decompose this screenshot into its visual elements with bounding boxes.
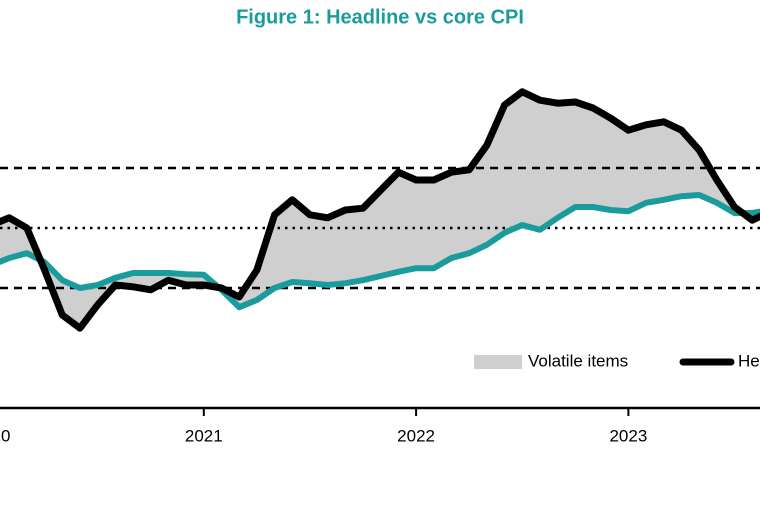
legend-label: Volatile items: [528, 351, 628, 370]
volatile-area: [0, 91, 760, 329]
line: [0, 88, 760, 332]
x-tick-label: 2022: [397, 426, 435, 445]
legend-swatch: [474, 355, 522, 369]
x-tick-label: 2021: [185, 426, 223, 445]
line: [0, 192, 760, 311]
legend-label: Headline: [738, 351, 760, 370]
chart-title: Figure 1: Headline vs core CPI: [236, 6, 524, 28]
x-tick-label: 2020: [0, 426, 10, 445]
x-tick-label: 2023: [609, 426, 647, 445]
